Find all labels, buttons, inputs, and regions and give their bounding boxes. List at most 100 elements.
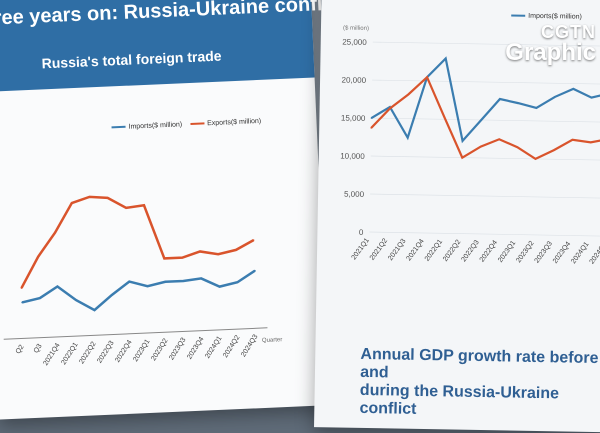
x-tick-label: 2022Q2 — [78, 341, 97, 366]
data-point — [554, 96, 556, 98]
data-point — [21, 301, 23, 304]
data-point — [111, 294, 113, 296]
data-point — [199, 250, 201, 253]
exports-swatch — [190, 122, 205, 126]
data-point — [143, 204, 145, 207]
data-point — [236, 281, 239, 284]
data-point — [146, 285, 149, 287]
data-point — [218, 285, 221, 288]
x-tick-label: Q3 — [33, 343, 44, 355]
data-point — [370, 117, 373, 119]
y-tick-label: 5,000 — [344, 190, 365, 199]
data-point — [389, 107, 391, 110]
y-tick-label: 0 — [359, 228, 364, 237]
y-tick-label: 15,000 — [341, 114, 366, 123]
data-point — [443, 116, 446, 119]
data-point — [20, 287, 23, 289]
data-point — [426, 76, 428, 79]
data-point — [444, 57, 447, 60]
data-point — [254, 269, 256, 272]
gridline — [372, 41, 600, 47]
trade-line-chart: Q2 Q32021Q42022Q12022Q22022Q32022Q42023Q1… — [3, 195, 283, 367]
x-tick-label: 2023Q2 — [150, 337, 169, 362]
x-tick-label: 2023Q4 — [186, 336, 205, 361]
y-tick-label: 25,000 — [342, 38, 367, 47]
data-point — [461, 156, 464, 159]
x-tick-label: 2023Q1 — [132, 338, 151, 363]
data-point — [181, 256, 184, 259]
data-point — [252, 239, 255, 241]
gdp-title-line2: during the Russia-Ukraine conflict — [359, 381, 560, 418]
x-axis — [3, 327, 268, 340]
cgtn-graphic-logo: CGTN Graphic — [505, 22, 596, 67]
x-tick-label: 2024Q2 — [222, 334, 241, 359]
legend-exports-label: Exports($ million) — [207, 117, 262, 128]
x-tick-label: 2022Q4 — [114, 339, 133, 364]
imports-swatch-right — [511, 14, 526, 17]
x-tick-label: 2024Q3 — [240, 333, 259, 358]
data-point — [461, 140, 464, 142]
data-point — [217, 253, 219, 256]
data-point — [498, 138, 501, 141]
y-tick-label: 20,000 — [342, 76, 367, 85]
gridline — [372, 79, 600, 85]
chart-subtitle: Russia's total foreign trade — [41, 47, 222, 72]
data-point — [88, 196, 91, 198]
series-line-exports — [370, 75, 600, 161]
x-tick-label: 2021Q4 — [42, 342, 61, 367]
data-point — [534, 158, 537, 160]
right-infographic-sheet: Imports($ million) ($ million) 0 5,000 10,0… — [314, 0, 600, 433]
gdp-chart-title: Annual GDP growth rate before and during… — [359, 346, 600, 422]
data-point — [517, 102, 519, 104]
data-point — [164, 281, 167, 283]
gdp-title-line1: Annual GDP growth rate before and — [360, 345, 599, 382]
right-line-chart: ($ million) 0 5,000 10,000 15,000 20,000 25,00… — [340, 26, 600, 266]
logo-line2: Graphic — [505, 39, 596, 66]
x-tick-label: 2023Q3 — [168, 337, 187, 362]
data-point — [407, 93, 410, 96]
right-legend: Imports($ million) — [511, 12, 582, 21]
title-banner: ree years on: Russia-Ukraine conflict Ru… — [0, 0, 346, 92]
x-axis-title: Quarter — [262, 337, 283, 344]
data-point — [75, 299, 77, 301]
data-point — [39, 297, 41, 299]
y-axis-unit: ($ million) — [343, 26, 369, 32]
data-point — [479, 145, 482, 148]
x-tick-label: Q2 — [15, 344, 26, 356]
data-point — [553, 149, 555, 151]
data-point — [499, 98, 501, 100]
gridline — [371, 117, 600, 123]
left-infographic-sheet: ree years on: Russia-Ukraine conflict Ru… — [0, 0, 346, 420]
data-point — [182, 280, 185, 282]
data-point — [128, 280, 131, 283]
data-point — [406, 136, 409, 139]
data-point — [571, 138, 574, 141]
series-line-imports — [21, 269, 256, 312]
legend-imports-right: Imports($ million) — [511, 12, 582, 21]
legend-exports: Exports($ million) — [190, 118, 261, 128]
data-point — [200, 277, 203, 280]
data-point — [589, 141, 592, 144]
data-point — [163, 257, 166, 260]
data-point — [71, 202, 73, 204]
data-point — [125, 207, 127, 209]
data-point — [37, 255, 39, 258]
gridline — [370, 155, 600, 161]
data-point — [480, 119, 483, 121]
data-point — [370, 127, 373, 129]
data-point — [54, 231, 56, 234]
page-title: ree years on: Russia-Ukraine conflict — [0, 0, 347, 30]
gridline — [369, 231, 600, 237]
data-point — [516, 146, 519, 148]
x-tick-label: 2024Q1 — [204, 335, 223, 360]
gridline — [370, 193, 600, 199]
data-point — [590, 96, 593, 99]
data-point — [535, 107, 538, 109]
data-point — [93, 309, 96, 311]
legend-imports-label: Imports($ million) — [128, 121, 183, 131]
logo-line1: CGTN — [541, 22, 596, 42]
legend-imports-right-label: Imports($ million) — [528, 12, 582, 21]
data-point — [235, 249, 237, 251]
data-point — [56, 285, 59, 288]
data-point — [106, 197, 109, 199]
